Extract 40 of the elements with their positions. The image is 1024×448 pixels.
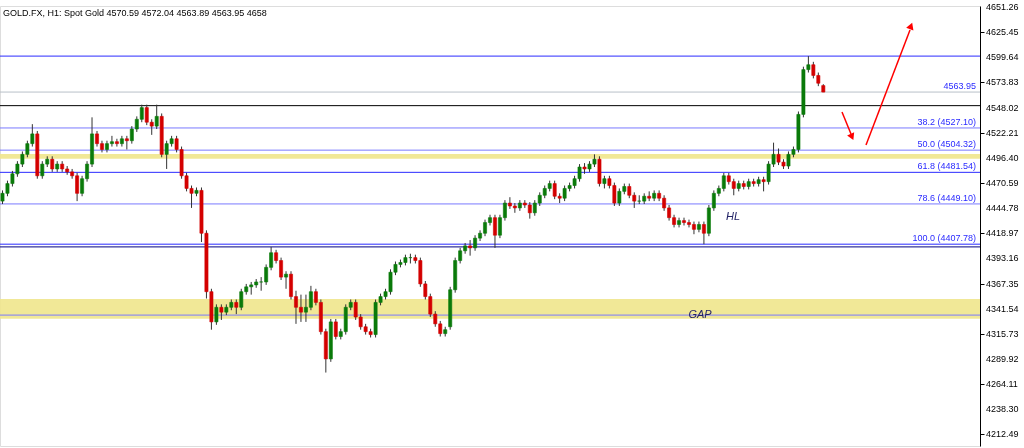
- candlestick: [721, 172, 726, 192]
- candlestick: [468, 239, 472, 257]
- candlestick: [115, 138, 119, 148]
- y-tick-label: 4496.40: [986, 152, 1019, 163]
- y-tick-label: 4393.16: [986, 253, 1019, 264]
- y-tick-label: 4367.35: [986, 278, 1019, 289]
- candlestick: [333, 318, 338, 340]
- y-tick-label: 4341.54: [986, 303, 1019, 314]
- candlestick: [214, 303, 219, 326]
- candlestick: [154, 104, 159, 130]
- y-tick-label: 4470.59: [986, 178, 1019, 188]
- candlestick: [124, 135, 129, 150]
- y-tick-label: 4625.45: [986, 27, 1019, 38]
- y-tick-label: 4651.26: [986, 2, 1019, 13]
- candlestick: [702, 221, 706, 245]
- candlestick: [119, 135, 124, 148]
- y-tick-label: 4599.64: [986, 52, 1019, 63]
- annotation: HL: [725, 210, 741, 222]
- y-tick-label: 4264.11: [986, 379, 1018, 390]
- ref-line-label: 38.2 (4527.10): [917, 116, 976, 127]
- candlestick: [239, 288, 244, 311]
- ref-line-label: 78.6 (4449.10): [917, 192, 976, 203]
- y-tick-label: 4238.30: [986, 404, 1019, 415]
- y-tick-label: 4289.92: [986, 353, 1019, 364]
- annotation: GAP: [688, 308, 713, 321]
- candlestick: [512, 202, 517, 214]
- y-tick-label: 4315.73: [986, 328, 1019, 339]
- ref-line-label: 50.0 (4504.32): [917, 139, 976, 150]
- ref-line-label: 61.8 (4481.54): [917, 161, 976, 172]
- ref-line-label: 4563.95: [943, 81, 976, 92]
- candlestick: [493, 214, 497, 249]
- y-tick-label: 4522.21: [986, 127, 1019, 138]
- chart-title: GOLD.FX, H1: Spot Gold 4570.59 4572.04 4563.89 4563.95 4658: [3, 8, 267, 18]
- y-tick-label: 4418.97: [986, 228, 1019, 239]
- y-tick-label: 4444.78: [986, 203, 1019, 214]
- y-tick-label: 4548.02: [986, 102, 1019, 113]
- ref-line-label: 100.0 (4407.78): [912, 233, 976, 244]
- candlestick: [284, 270, 288, 290]
- y-tick-label: 4573.83: [986, 77, 1019, 88]
- y-tick-label: 4212.49: [986, 429, 1019, 440]
